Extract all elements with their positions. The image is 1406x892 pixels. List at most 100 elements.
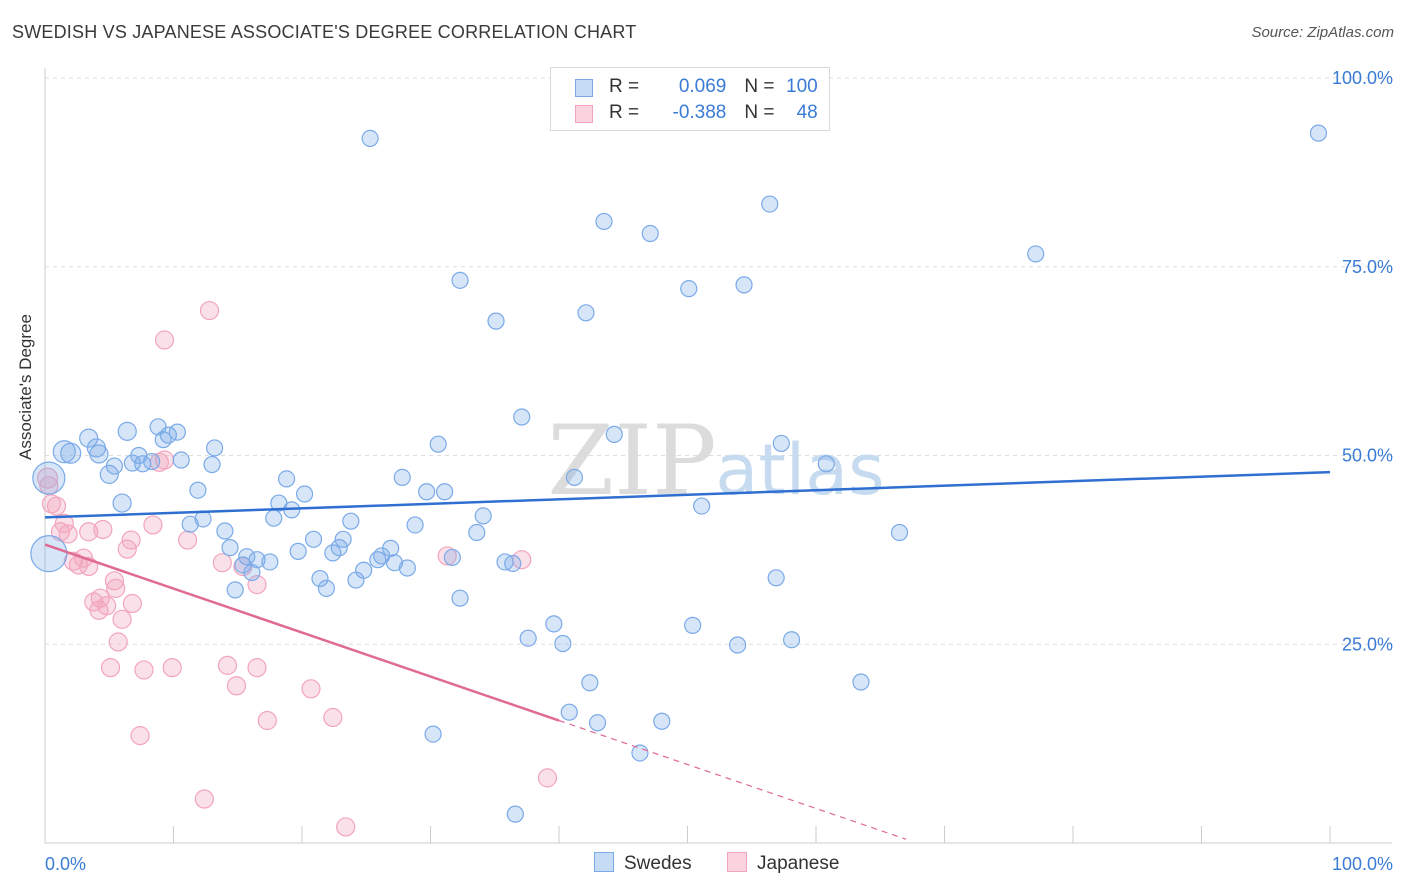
japanese-point xyxy=(97,596,117,616)
swedes-point xyxy=(181,515,199,533)
swedes-point xyxy=(203,455,221,474)
legend-n-label: N = xyxy=(744,102,780,123)
swedes-point xyxy=(172,451,190,469)
swedes-point xyxy=(393,468,411,486)
swedes-point xyxy=(767,569,785,587)
watermark-atlas: atlas xyxy=(715,429,884,511)
swedes-point xyxy=(159,426,177,444)
y-tick-label: 25.0% xyxy=(1342,634,1393,654)
legend-n-label: N = xyxy=(744,76,780,97)
tick-labels: 100.0% 75.0% 50.0% 25.0% 0.0% 100.0% xyxy=(45,68,1393,874)
japanese-point xyxy=(58,524,78,544)
swedes-point xyxy=(588,714,607,732)
swedes-point xyxy=(295,485,314,503)
swedes-point xyxy=(451,271,469,289)
swedes-swatch xyxy=(594,852,614,872)
japanese-point xyxy=(537,768,558,788)
swedes-point xyxy=(693,497,711,515)
japanese-point xyxy=(199,300,220,321)
chart-title: SWEDISH VS JAPANESE ASSOCIATE'S DEGREE C… xyxy=(12,22,637,42)
swedes-point xyxy=(506,805,524,823)
legend-r-value: 0.069 xyxy=(678,76,727,97)
swedes-point xyxy=(605,425,623,443)
swedes-point xyxy=(289,542,307,560)
y-tick-label: 50.0% xyxy=(1342,446,1393,466)
watermark-zip: ZIP xyxy=(547,405,716,517)
y-axis-label: Associate's Degree xyxy=(16,314,35,460)
swedes-point xyxy=(168,423,186,441)
japanese-trend-extension xyxy=(558,719,907,840)
japanese-point xyxy=(130,726,150,746)
swedes-trend-line xyxy=(44,470,1331,519)
swedes-point xyxy=(334,530,352,548)
swedes-point xyxy=(216,522,234,540)
swedes-point xyxy=(581,674,599,692)
japanese-swatch xyxy=(575,105,593,123)
y-tick-label: 75.0% xyxy=(1342,257,1393,277)
swedes-point xyxy=(761,195,779,213)
japanese-point xyxy=(134,660,154,680)
japanese-point xyxy=(336,817,356,837)
swedes-point xyxy=(89,444,109,464)
swedes-point xyxy=(406,516,424,534)
legend-r-label: R = xyxy=(609,102,645,123)
bottom-legend-swedes-label: Swedes xyxy=(624,853,692,874)
swedes-point xyxy=(474,507,492,525)
swedes-point xyxy=(79,428,99,448)
japanese-point xyxy=(154,330,175,350)
swedes-point xyxy=(361,129,379,147)
swedes-point xyxy=(641,224,659,243)
swedes-point xyxy=(243,563,261,582)
axes xyxy=(44,68,1392,844)
swedes-point xyxy=(772,434,790,453)
japanese-point xyxy=(143,515,163,535)
japanese-point xyxy=(194,789,214,809)
legend-n-value: 100 xyxy=(786,76,818,97)
swedes-point xyxy=(451,589,469,607)
japanese-point xyxy=(36,467,59,489)
japanese-swatch xyxy=(727,852,747,872)
watermark: ZIP atlas xyxy=(547,405,884,517)
swedes-point xyxy=(382,539,400,557)
swedes-point xyxy=(487,312,505,330)
japanese-point xyxy=(226,676,247,696)
swedes-point xyxy=(52,440,76,464)
swedes-point xyxy=(355,561,373,579)
correlation-legend: R = 0.069 N = 100 R = -0.388 N = 48 xyxy=(550,67,830,131)
japanese-point xyxy=(46,496,67,516)
swedes-point xyxy=(221,539,239,557)
swedes-point xyxy=(418,483,436,501)
swedes-point xyxy=(1309,124,1328,142)
japanese-point xyxy=(437,546,457,566)
x-tick-label-end: 100.0% xyxy=(1332,854,1393,874)
japanese-point xyxy=(79,522,99,542)
swedes-point xyxy=(817,455,835,473)
swedes-point xyxy=(99,464,119,484)
swedes-point xyxy=(248,551,266,569)
bottom-legend-swedes: Swedes xyxy=(594,852,692,875)
swedes-point xyxy=(385,554,404,572)
japanese-point xyxy=(212,553,232,573)
swedes-point xyxy=(398,559,416,577)
swedes-point xyxy=(436,483,454,501)
swedes-swatch xyxy=(575,79,593,97)
swedes-point xyxy=(735,276,753,294)
swedes-point xyxy=(238,548,256,566)
swedes-point xyxy=(424,725,442,743)
swedes-point xyxy=(154,431,172,449)
swedes-point xyxy=(30,535,68,573)
swedes-point xyxy=(1027,245,1045,263)
japanese-point xyxy=(93,519,113,540)
japanese-point xyxy=(108,632,128,652)
swedes-point xyxy=(304,530,323,548)
swedes-point xyxy=(577,304,595,322)
japanese-point xyxy=(162,658,182,678)
japanese-point xyxy=(301,679,321,699)
swedes-point xyxy=(468,523,486,542)
swedes-point xyxy=(560,703,578,721)
swedes-point xyxy=(684,616,702,634)
swedes-point xyxy=(105,457,123,475)
swedes-point xyxy=(545,615,563,633)
swedes-point xyxy=(277,470,296,488)
japanese-point xyxy=(323,707,343,728)
